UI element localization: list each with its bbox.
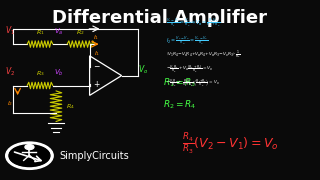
Text: $R_2$: $R_2$ xyxy=(76,28,85,37)
Text: $I_1$: $I_1$ xyxy=(94,49,100,58)
Text: $V_b$: $V_b$ xyxy=(54,68,64,78)
Text: $V_1$: $V_1$ xyxy=(4,24,15,37)
Text: $R_4$: $R_4$ xyxy=(66,102,75,111)
Text: $-\frac{V_1R_4}{R_3}+\frac{R_2V_1}{R_1{+}R_2}\!\cdot\!\left(\frac{R_4{+}R_3}{R_3: $-\frac{V_1R_4}{R_3}+\frac{R_2V_1}{R_1{+… xyxy=(166,78,220,89)
Text: SimplyCircuits: SimplyCircuits xyxy=(59,151,129,161)
Text: $I_2$: $I_2$ xyxy=(6,99,13,108)
Text: $V_o$: $V_o$ xyxy=(138,64,148,76)
Text: $\left(V_1R_4{-}V_aR_4{+}V_aR_4{+}V_aR_3{-}V_oR_3\right)\!\cdot\!\frac{1}{R_3}$: $\left(V_1R_4{-}V_aR_4{+}V_aR_4{+}V_aR_3… xyxy=(166,50,241,61)
Text: $\frac{V_1-V_a}{R_1}=\frac{V_a}{R_2}\Rightarrow V_a=\frac{R_2V_1}{R_1+R_2}$: $\frac{V_1-V_a}{R_1}=\frac{V_a}{R_2}\Rig… xyxy=(166,16,221,29)
Text: $R_3$: $R_3$ xyxy=(36,70,44,78)
Text: $V_a$: $V_a$ xyxy=(54,27,64,37)
Text: $I_2{=}\frac{V_2-V_b}{R_3}{=}\frac{V_b-V_o}{R_4}$: $I_2{=}\frac{V_2-V_b}{R_3}{=}\frac{V_b-V… xyxy=(166,34,209,47)
Text: −: − xyxy=(93,62,100,71)
Text: $R_1=R_3$: $R_1=R_3$ xyxy=(163,76,196,89)
Circle shape xyxy=(6,143,52,169)
Text: $V_2$: $V_2$ xyxy=(4,66,15,78)
Text: Differential Amplifier: Differential Amplifier xyxy=(52,9,268,27)
Text: $R_2=R_4$: $R_2=R_4$ xyxy=(163,98,197,111)
Text: +: + xyxy=(93,80,100,89)
Text: $R_1$: $R_1$ xyxy=(36,28,44,37)
Text: $\frac{R_4}{R_3}(V_2-V_1)=V_o$: $\frac{R_4}{R_3}(V_2-V_1)=V_o$ xyxy=(182,132,279,156)
Circle shape xyxy=(9,144,50,167)
Text: $-\frac{V_1R_4}{R_3}+V_a\frac{(R_4+R_3)}{R_3}=V_o$: $-\frac{V_1R_4}{R_3}+V_a\frac{(R_4+R_3)}… xyxy=(166,64,214,76)
Text: $I_1$: $I_1$ xyxy=(93,34,99,42)
Circle shape xyxy=(25,145,34,150)
